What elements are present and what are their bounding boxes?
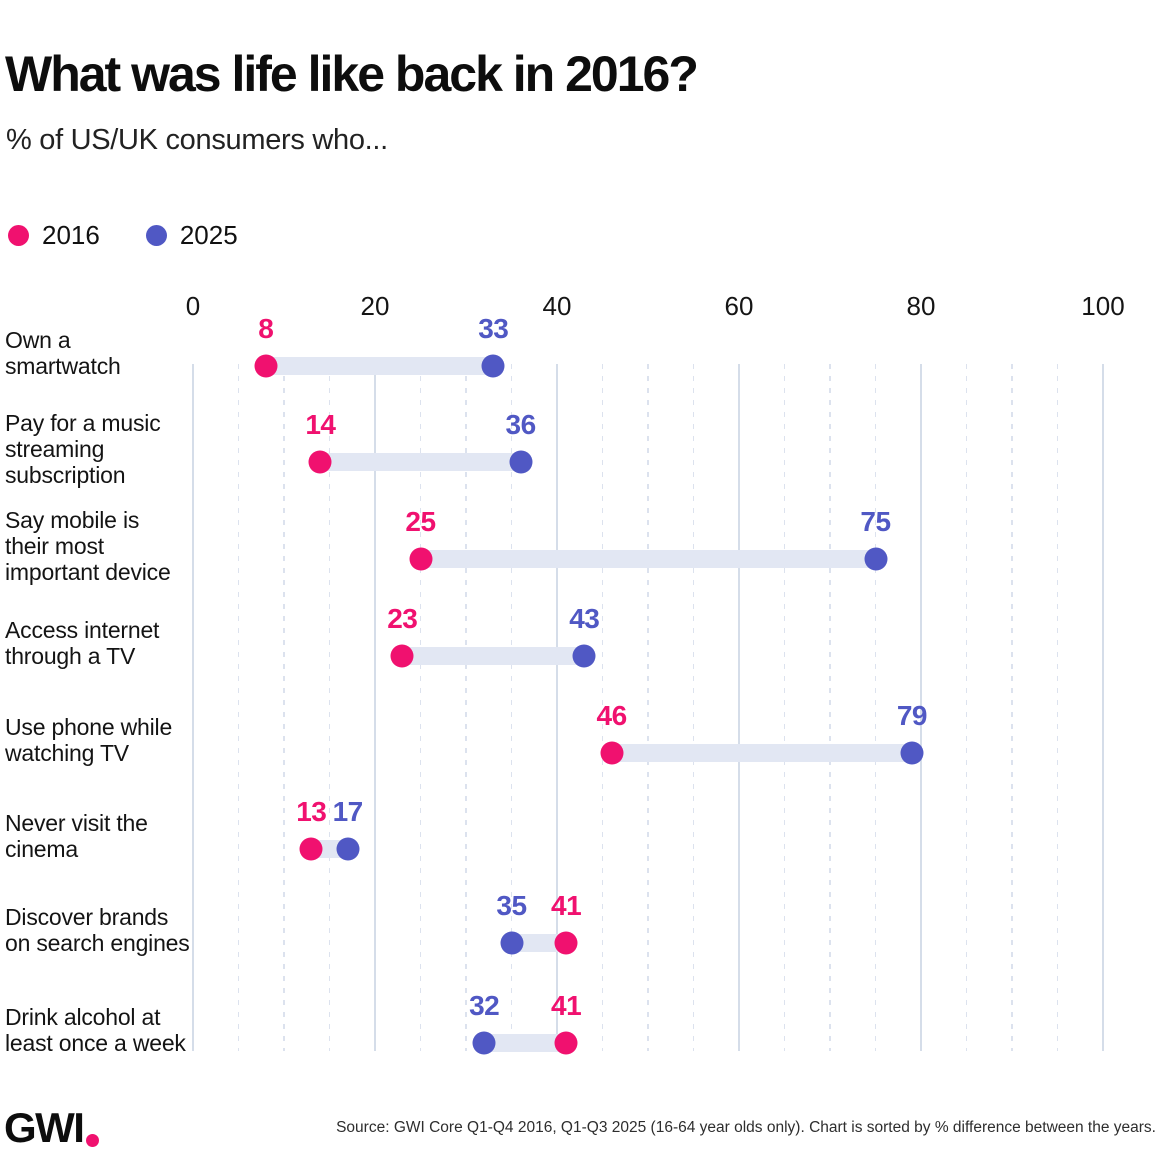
value-label-2025: 75: [860, 506, 891, 537]
value-label-2025: 43: [569, 603, 600, 634]
gwi-logo-text: GWI: [4, 1104, 85, 1151]
dot-2025: [572, 644, 596, 668]
dot-2025: [472, 1031, 496, 1055]
value-label-2016: 46: [596, 700, 628, 731]
legend-dot-2025-icon: [145, 225, 167, 246]
gridline-minor: [510, 364, 513, 1051]
legend-label-2016: 2016: [42, 220, 100, 250]
gridline-major: [920, 364, 922, 1051]
dot-2025: [336, 837, 360, 861]
dumbbell-connector: [311, 453, 530, 471]
category-label: Never visit the cinema: [5, 810, 148, 862]
gridline-minor: [783, 364, 786, 1051]
value-label-2025: 17: [332, 796, 364, 827]
x-axis-tick-label: 100: [1081, 291, 1125, 321]
gridline-major: [192, 364, 194, 1051]
dot-2025: [900, 741, 924, 765]
value-label-2016: 13: [296, 796, 327, 827]
legend-dot-2016-icon: [8, 225, 29, 246]
gridline-major: [556, 364, 558, 1051]
x-axis-tick-label: 0: [185, 291, 201, 321]
x-axis-tick-label: 80: [906, 291, 936, 321]
page-subtitle: % of US/UK consumers who...: [6, 124, 388, 156]
value-label-2016: 41: [551, 890, 582, 921]
legend-item-2016: 2016: [8, 220, 100, 251]
gridline-minor: [692, 364, 695, 1051]
value-label-2025: 33: [478, 313, 509, 344]
dot-2025: [481, 354, 505, 378]
gridline-minor: [829, 364, 831, 1051]
category-label: Access internet through a TV: [5, 617, 160, 669]
x-axis-tick-label: 20: [360, 291, 390, 321]
dumbbell-connector: [475, 1034, 576, 1052]
category-label: Drink alcohol at least once a week: [5, 1004, 186, 1056]
dot-2016: [254, 354, 278, 378]
value-label-2016: 14: [305, 409, 336, 440]
gridline-minor: [601, 364, 604, 1051]
dumbbell-connector: [256, 357, 503, 375]
gwi-logo: GWI: [4, 1104, 100, 1151]
page-title: What was life like back in 2016?: [5, 46, 699, 102]
gridline-minor: [647, 364, 649, 1051]
dot-2016: [600, 741, 624, 765]
legend-item-2025: 2025: [145, 220, 238, 251]
dot-2016: [308, 450, 332, 474]
dot-2016: [299, 837, 323, 861]
dumbbell-connector: [602, 744, 921, 762]
gwi-logo-dot-icon: [86, 1134, 100, 1147]
gridline-minor: [965, 364, 968, 1051]
gridline-major: [738, 364, 740, 1051]
gridline-minor: [1011, 364, 1013, 1051]
category-label: Own a smartwatch: [5, 327, 121, 379]
value-label-2016: 23: [387, 603, 418, 634]
value-label-2025: 79: [896, 700, 928, 731]
gridline-minor: [419, 364, 422, 1051]
source-note: Source: GWI Core Q1-Q4 2016, Q1-Q3 2025 …: [336, 1119, 1156, 1136]
dot-2016: [390, 644, 414, 668]
dot-2025: [500, 931, 523, 955]
gridline-minor: [328, 364, 331, 1051]
dot-2016: [554, 931, 578, 955]
x-axis-tick-label: 60: [724, 291, 754, 321]
dumbbell-connector: [411, 550, 885, 568]
category-label: Say mobile is their most important devic…: [5, 507, 171, 585]
value-label-2016: 41: [551, 990, 582, 1021]
value-label-2025: 35: [496, 890, 527, 921]
value-label-2016: 25: [405, 506, 436, 537]
gridline-major: [1102, 364, 1104, 1051]
gridline-minor: [1056, 364, 1059, 1051]
category-label: Pay for a music streaming subscription: [5, 410, 161, 488]
value-label-2016: 8: [258, 313, 274, 344]
legend: 2016 2025: [8, 220, 238, 251]
gridline-minor: [283, 364, 285, 1051]
category-label: Use phone while watching TV: [5, 714, 173, 766]
dumbbell-connector: [393, 647, 594, 665]
gridline-minor: [237, 364, 240, 1051]
dot-2016: [409, 547, 432, 571]
legend-label-2025: 2025: [179, 220, 238, 250]
dot-2025: [864, 547, 887, 571]
dot-2025: [509, 450, 533, 474]
value-label-2025: 32: [469, 990, 500, 1021]
gridline-minor: [874, 364, 877, 1051]
gridline-major: [374, 364, 376, 1051]
dot-2016: [554, 1031, 578, 1055]
value-label-2025: 36: [505, 409, 537, 440]
category-label: Discover brands on search engines: [5, 904, 190, 956]
gridline-minor: [465, 364, 467, 1051]
x-axis-tick-label: 40: [542, 291, 572, 321]
